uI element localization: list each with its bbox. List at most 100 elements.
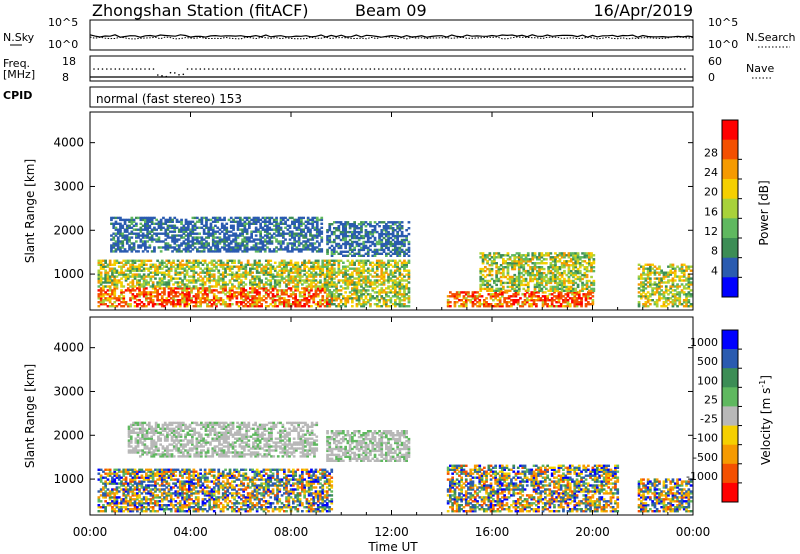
data-cell <box>396 240 399 244</box>
data-cell <box>407 246 411 250</box>
data-cell <box>131 263 135 266</box>
data-cell <box>185 269 189 272</box>
data-cell <box>355 225 359 228</box>
nave-point <box>488 68 491 70</box>
nave-point <box>390 68 393 70</box>
data-cell <box>151 291 155 294</box>
data-cell <box>351 263 354 266</box>
data-cell <box>321 295 325 298</box>
data-cell <box>188 295 191 298</box>
data-cell <box>314 287 318 290</box>
data-cell <box>292 291 295 294</box>
data-cell <box>298 299 302 302</box>
data-cell <box>313 234 317 237</box>
data-cell <box>119 222 122 225</box>
data-cell <box>664 273 668 276</box>
data-cell <box>328 305 332 308</box>
data-cell <box>319 281 322 284</box>
data-cell <box>187 238 190 241</box>
data-cell <box>321 285 325 288</box>
data-cell <box>574 258 578 261</box>
data-cell <box>660 277 663 280</box>
data-cell <box>156 267 159 270</box>
data-cell <box>453 301 457 304</box>
data-cell <box>201 263 205 266</box>
data-cell <box>646 285 650 288</box>
data-cell <box>108 277 112 280</box>
data-cell <box>640 285 643 288</box>
data-cell <box>530 291 534 294</box>
data-cell <box>578 262 582 265</box>
data-cell <box>251 265 254 268</box>
data-cell <box>498 291 502 294</box>
data-cell <box>202 248 206 251</box>
nave-point <box>424 68 427 70</box>
data-cell <box>646 269 650 272</box>
data-cell <box>263 234 267 237</box>
data-cell <box>215 283 218 286</box>
data-cell <box>271 277 275 280</box>
data-cell <box>549 256 553 259</box>
data-cell <box>225 248 229 251</box>
data-cell <box>208 305 211 308</box>
data-cell <box>307 293 311 296</box>
data-cell <box>296 301 300 304</box>
data-cell <box>246 301 250 304</box>
data-cell <box>176 271 180 274</box>
data-cell <box>364 291 368 294</box>
data-cell <box>371 265 375 268</box>
data-cell <box>210 259 214 262</box>
data-cell <box>364 259 368 262</box>
data-cell <box>548 293 552 296</box>
data-cell <box>176 267 180 270</box>
data-cell <box>344 265 347 268</box>
data-cell <box>671 277 675 280</box>
data-cell <box>226 267 230 270</box>
data-cell <box>296 273 300 276</box>
data-cell <box>342 234 345 238</box>
data-cell <box>189 246 192 249</box>
data-cell <box>302 230 305 233</box>
nave-point <box>565 68 567 70</box>
data-cell <box>328 271 332 274</box>
data-cell <box>378 225 381 228</box>
data-cell <box>497 266 501 269</box>
data-cell <box>150 234 154 237</box>
data-cell <box>268 228 272 231</box>
data-cell <box>310 281 313 284</box>
data-cell <box>554 269 557 273</box>
data-cell <box>223 246 226 249</box>
data-cell <box>516 291 520 294</box>
data-cell <box>172 299 175 302</box>
data-cell <box>556 260 559 263</box>
data-cell <box>198 232 201 235</box>
data-cell <box>330 244 334 248</box>
data-cell <box>524 262 528 265</box>
data-cell <box>337 242 341 246</box>
data-cell <box>181 295 184 298</box>
data-cell <box>556 287 559 291</box>
data-cell <box>221 303 225 306</box>
data-cell <box>382 297 386 300</box>
data-cell <box>330 259 334 262</box>
data-cell <box>542 258 546 261</box>
data-cell <box>375 275 379 278</box>
data-cell <box>113 295 117 298</box>
data-cell <box>540 275 544 279</box>
data-cell <box>484 279 487 283</box>
data-cell <box>177 220 181 223</box>
data-cell <box>309 242 312 245</box>
data-cell <box>262 287 266 290</box>
data-cell <box>662 273 666 276</box>
data-cell <box>330 267 334 270</box>
data-cell <box>342 281 345 284</box>
data-cell <box>132 248 136 251</box>
data-cell <box>394 295 397 298</box>
data-cell <box>164 228 168 231</box>
data-cell <box>567 256 571 259</box>
data-cell <box>319 303 322 306</box>
data-cell <box>272 224 276 227</box>
data-cell <box>646 273 650 276</box>
data-cell <box>156 259 159 262</box>
data-cell <box>319 271 322 274</box>
